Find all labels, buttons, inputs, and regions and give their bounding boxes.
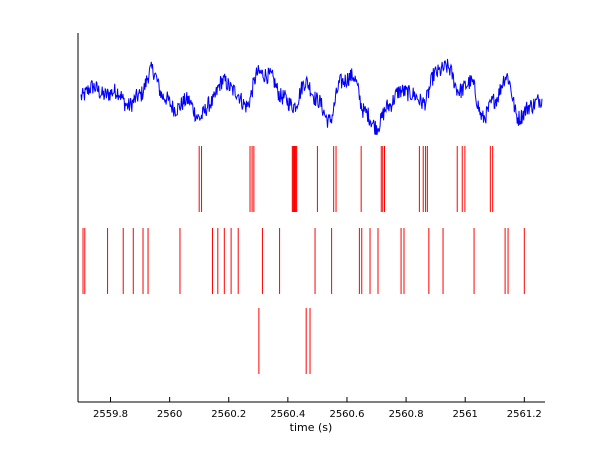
x-tick-label: 2560.6 bbox=[329, 409, 364, 420]
signal-trace bbox=[80, 58, 543, 136]
x-tick-label: 2560.2 bbox=[211, 409, 246, 420]
x-axis-title: time (s) bbox=[290, 421, 333, 434]
spike-train-3 bbox=[258, 308, 311, 374]
x-tick-label: 2561 bbox=[452, 409, 477, 420]
spike-trains bbox=[82, 146, 525, 374]
spike-train-2 bbox=[82, 228, 525, 294]
spike-train-1 bbox=[198, 146, 494, 212]
signal-trace-line bbox=[80, 58, 543, 136]
axes bbox=[77, 33, 545, 403]
x-tick-label: 2559.8 bbox=[93, 409, 128, 420]
x-tick-label: 2560 bbox=[157, 409, 182, 420]
x-tick-label: 2560.8 bbox=[389, 409, 424, 420]
x-tick-label: 2561.2 bbox=[507, 409, 542, 420]
x-tick-label: 2560.4 bbox=[270, 409, 305, 420]
x-ticks: 2559.8 2560 2560.2 2560.4 2560.6 2560.8 2561 25… bbox=[93, 397, 542, 420]
